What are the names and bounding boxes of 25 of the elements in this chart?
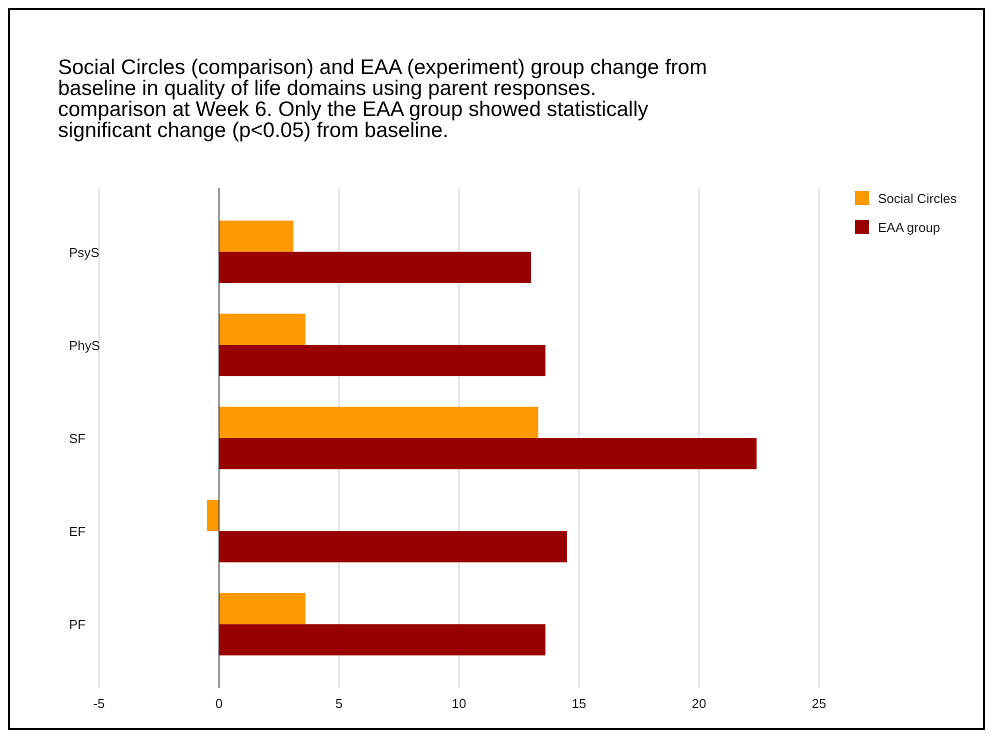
bar (219, 593, 306, 624)
bar (219, 252, 531, 283)
bar (219, 314, 306, 345)
x-tick-label: 25 (812, 696, 826, 711)
bar (219, 220, 294, 252)
bar (219, 438, 757, 470)
bar (219, 406, 538, 438)
y-tick-label: EF (69, 524, 86, 540)
chart-title: Social Circles (comparison) and EAA (experiment) group change from baseline in quality of life domains using parent responses. comparison at Week 6. Only the EAA group showed statistically significant change (p<0.05) from baseline. (58, 56, 707, 142)
x-tick-label: -5 (93, 696, 105, 711)
x-tick-label: 15 (572, 696, 586, 711)
legend-label: EAA group (878, 220, 940, 235)
y-tick-label: PhyS (69, 338, 100, 353)
legend-label: Social Circles (878, 191, 958, 206)
x-tick-label: 5 (335, 696, 343, 711)
x-tick-label: 0 (215, 696, 223, 711)
bar (219, 531, 567, 562)
x-tick-label: 20 (692, 696, 706, 711)
bar (219, 624, 546, 656)
y-tick-label: SF (69, 431, 86, 446)
x-tick-label: 10 (452, 696, 466, 711)
bar (207, 500, 219, 532)
y-tick-label: PF (69, 617, 86, 632)
y-tick-label: PsyS (69, 244, 100, 260)
bar (219, 344, 546, 376)
